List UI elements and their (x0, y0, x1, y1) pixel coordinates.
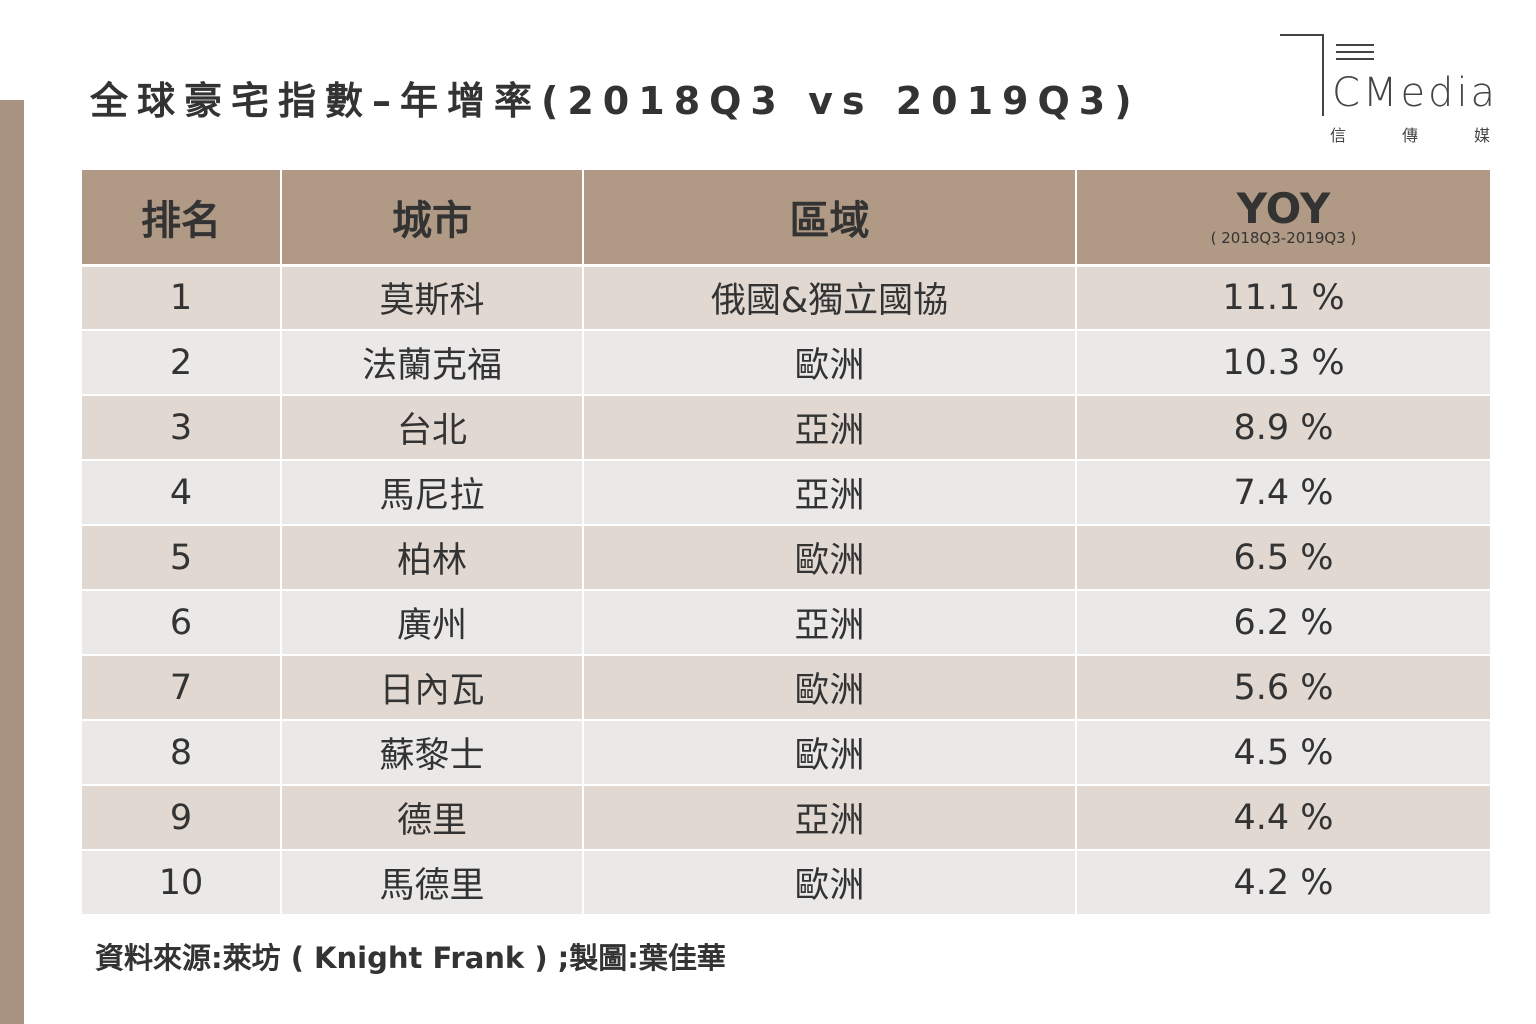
logo-sub-char: 傳 (1401, 126, 1418, 145)
logo-subtitle: 信 傳 媒 (1330, 122, 1490, 146)
cell-region: 亞洲 (583, 395, 1077, 460)
cell-region: 歐洲 (583, 525, 1077, 590)
cell-yoy: 5.6 % (1233, 667, 1334, 708)
cell-city: 馬德里 (281, 850, 584, 915)
cell-city: 法蘭克福 (281, 330, 584, 395)
logo-word: CMedia (1332, 70, 1499, 116)
header-yoy-period: ( 2018Q3-2019Q3 ) (1210, 228, 1357, 247)
cmedia-logo: CMedia 信 傳 媒 (1280, 30, 1495, 145)
logo-sub-char: 信 (1330, 126, 1347, 145)
cell-city: 日內瓦 (281, 655, 584, 720)
table-row: 3 台北 亞洲 8.9 % (82, 395, 1490, 460)
cell-city: 德里 (281, 785, 584, 850)
header-city: 城市 (281, 170, 584, 265)
source-note: 資料來源:萊坊 ( Knight Frank ) ;製圖:葉佳華 (95, 941, 726, 975)
logo-sub-char: 媒 (1473, 126, 1490, 145)
cell-region: 歐洲 (583, 850, 1077, 915)
cell-rank: 2 (82, 330, 282, 395)
table-row: 8 蘇黎士 歐洲 4.5 % (82, 720, 1490, 785)
cell-region: 俄國&獨立國協 (583, 265, 1077, 330)
cell-region: 歐洲 (583, 655, 1077, 720)
cell-yoy: 11.1 % (1222, 277, 1345, 318)
cell-yoy: 4.2 % (1233, 862, 1334, 903)
cell-city: 台北 (281, 395, 584, 460)
cell-rank: 9 (82, 785, 282, 850)
logo-frame (1280, 34, 1324, 116)
cell-region: 亞洲 (583, 460, 1077, 525)
cell-rank: 3 (82, 395, 282, 460)
cell-region: 亞洲 (583, 590, 1077, 655)
table-row: 1 莫斯科 俄國&獨立國協 11.1 % (82, 265, 1490, 330)
cell-rank: 8 (82, 720, 282, 785)
table-row: 7 日內瓦 歐洲 5.6 % (82, 655, 1490, 720)
side-accent-bar (0, 100, 24, 1024)
table-row: 9 德里 亞洲 4.4 % (82, 785, 1490, 850)
cell-region: 亞洲 (583, 785, 1077, 850)
cell-rank: 1 (82, 265, 282, 330)
header-yoy-label: YOY (1236, 183, 1331, 233)
cell-city: 柏林 (281, 525, 584, 590)
cell-yoy: 10.3 % (1222, 342, 1345, 383)
cell-rank: 6 (82, 590, 282, 655)
cell-yoy: 7.4 % (1233, 472, 1334, 513)
cell-city: 蘇黎士 (281, 720, 584, 785)
table-row: 6 廣州 亞洲 6.2 % (82, 590, 1490, 655)
table-row: 4 馬尼拉 亞洲 7.4 % (82, 460, 1490, 525)
cell-city: 馬尼拉 (281, 460, 584, 525)
cell-yoy: 4.5 % (1233, 732, 1334, 773)
cell-yoy: 4.4 % (1233, 797, 1334, 838)
cell-region: 歐洲 (583, 330, 1077, 395)
header-yoy: YOY ( 2018Q3-2019Q3 ) (1076, 170, 1490, 265)
table-row: 5 柏林 歐洲 6.5 % (82, 525, 1490, 590)
cell-rank: 4 (82, 460, 282, 525)
cell-yoy: 8.9 % (1233, 407, 1334, 448)
table-row: 10 馬德里 歐洲 4.2 % (82, 850, 1490, 915)
cell-rank: 5 (82, 525, 282, 590)
cell-rank: 10 (82, 850, 282, 915)
table-header-row: 排名 城市 區域 YOY ( 2018Q3-2019Q3 ) (82, 170, 1490, 265)
table-row: 2 法蘭克福 歐洲 10.3 % (82, 330, 1490, 395)
cell-rank: 7 (82, 655, 282, 720)
header-rank: 排名 (82, 170, 282, 265)
cell-region: 歐洲 (583, 720, 1077, 785)
cell-yoy: 6.2 % (1233, 602, 1334, 643)
page-title: 全球豪宅指數–年增率(2018Q3 vs 2019Q3) (90, 79, 1141, 123)
cell-city: 莫斯科 (281, 265, 584, 330)
ranking-table: 排名 城市 區域 YOY ( 2018Q3-2019Q3 ) 1 莫斯科 俄國&獨立… (82, 170, 1490, 916)
header-region: 區域 (583, 170, 1077, 265)
cell-city: 廣州 (281, 590, 584, 655)
cell-yoy: 6.5 % (1233, 537, 1334, 578)
logo-lines (1336, 44, 1374, 65)
